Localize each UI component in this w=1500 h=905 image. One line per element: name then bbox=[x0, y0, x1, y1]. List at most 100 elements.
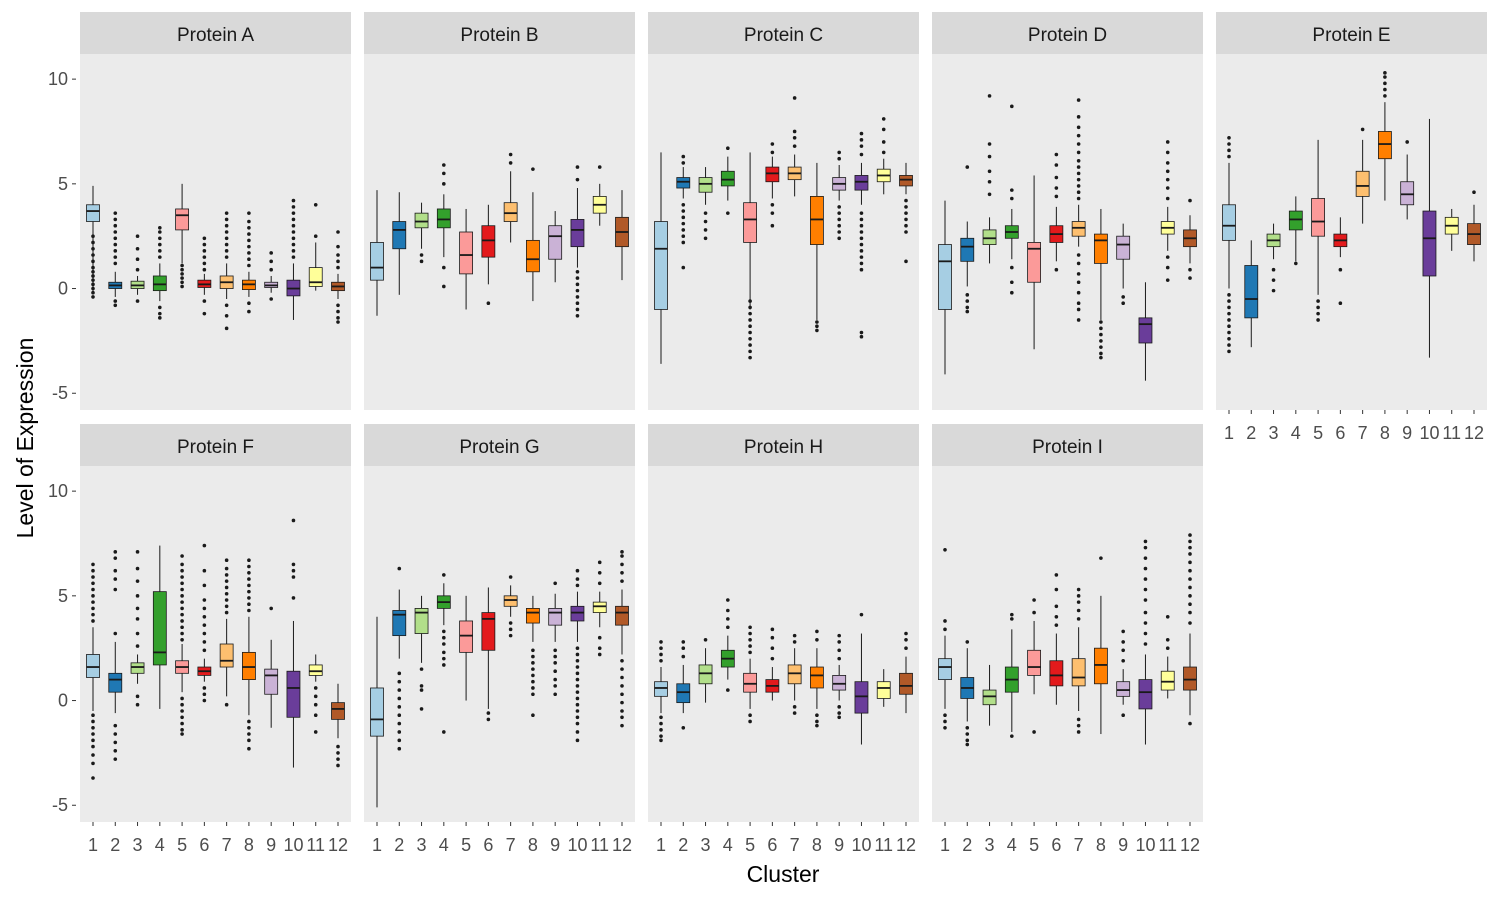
outlier-point bbox=[113, 550, 118, 554]
box-body bbox=[152, 275, 167, 292]
box-1 bbox=[938, 547, 952, 730]
outlier-point bbox=[180, 267, 184, 272]
outlier-point bbox=[620, 579, 624, 583]
outlier-point bbox=[1188, 610, 1192, 615]
outlier-point bbox=[1383, 75, 1387, 79]
box-body bbox=[548, 608, 563, 626]
box-body bbox=[548, 225, 563, 260]
box-body bbox=[175, 208, 189, 231]
box-body bbox=[1027, 649, 1041, 676]
outlier-point bbox=[575, 295, 580, 299]
box-8 bbox=[526, 595, 540, 717]
outlier-point bbox=[575, 276, 580, 280]
outlier-point bbox=[531, 673, 535, 678]
box-10 bbox=[1422, 118, 1437, 358]
outlier-point bbox=[1405, 140, 1409, 144]
outlier-point bbox=[1383, 71, 1387, 75]
outlier-point bbox=[247, 211, 251, 215]
outlier-point bbox=[837, 640, 841, 644]
outlier-point bbox=[1143, 598, 1148, 602]
facet-strip bbox=[648, 424, 919, 466]
outlier-point bbox=[135, 267, 140, 272]
box-body bbox=[392, 221, 407, 250]
box-12 bbox=[1183, 533, 1197, 726]
outlier-point bbox=[1099, 351, 1103, 356]
box-3 bbox=[982, 94, 997, 264]
box-10 bbox=[570, 165, 585, 318]
box-body bbox=[1094, 647, 1108, 685]
outlier-point bbox=[180, 612, 184, 617]
x-tick-label: 7 bbox=[222, 835, 232, 855]
outlier-point bbox=[224, 591, 229, 596]
box-body bbox=[1222, 204, 1236, 241]
box-body bbox=[414, 608, 429, 634]
outlier-point bbox=[597, 571, 602, 575]
outlier-point bbox=[575, 709, 580, 713]
box-9 bbox=[832, 150, 847, 241]
outlier-point bbox=[180, 732, 184, 736]
outlier-point bbox=[1076, 307, 1081, 312]
outlier-point bbox=[575, 282, 580, 287]
outlier-point bbox=[508, 627, 513, 632]
outlier-point bbox=[91, 600, 95, 604]
box-3 bbox=[414, 202, 429, 264]
outlier-point bbox=[1338, 301, 1343, 306]
box-body bbox=[1071, 658, 1086, 687]
x-tick-label: 2 bbox=[962, 835, 972, 855]
facet-panel: Protein A -5 0 5 10 bbox=[48, 12, 351, 410]
box-7 bbox=[219, 558, 234, 707]
outlier-point bbox=[91, 713, 95, 717]
outlier-point bbox=[965, 732, 970, 736]
outlier-point bbox=[859, 255, 864, 259]
outlier-point bbox=[224, 249, 229, 253]
box-4 bbox=[152, 226, 167, 320]
box-4 bbox=[720, 146, 735, 215]
outlier-point bbox=[135, 644, 140, 648]
outlier-point bbox=[837, 705, 841, 709]
outlier-point bbox=[1076, 730, 1081, 734]
outlier-point bbox=[247, 257, 251, 262]
outlier-point bbox=[770, 635, 775, 640]
outlier-point bbox=[859, 612, 864, 617]
facet-strip-title: Protein G bbox=[459, 437, 539, 458]
outlier-point bbox=[1227, 324, 1231, 329]
outlier-point bbox=[815, 723, 819, 728]
outlier-point bbox=[91, 290, 95, 295]
outlier-point bbox=[1076, 98, 1081, 102]
x-tick-label: 11 bbox=[874, 835, 893, 855]
box-9 bbox=[548, 581, 563, 697]
outlier-point bbox=[442, 284, 446, 289]
outlier-point bbox=[1165, 140, 1170, 144]
outlier-point bbox=[575, 288, 580, 293]
outlier-point bbox=[1188, 568, 1192, 573]
outlier-point bbox=[180, 284, 184, 289]
outlier-point bbox=[575, 165, 580, 169]
outlier-point bbox=[91, 282, 95, 287]
outlier-point bbox=[291, 562, 296, 567]
outlier-point bbox=[575, 646, 580, 650]
outlier-point bbox=[269, 606, 273, 611]
x-tick-label: 8 bbox=[528, 835, 538, 855]
box-11 bbox=[308, 654, 323, 734]
outlier-point bbox=[965, 293, 970, 297]
outlier-point bbox=[859, 249, 864, 253]
outlier-point bbox=[336, 253, 340, 257]
outlier-point bbox=[987, 179, 992, 184]
outlier-point bbox=[1188, 621, 1192, 625]
y-tick-label: 10 bbox=[48, 481, 68, 501]
panel-background bbox=[932, 54, 1203, 410]
outlier-point bbox=[113, 299, 118, 303]
outlier-point bbox=[202, 249, 207, 253]
outlier-point bbox=[1143, 556, 1148, 560]
outlier-point bbox=[943, 619, 947, 623]
outlier-point bbox=[1188, 602, 1192, 607]
outlier-point bbox=[180, 554, 184, 558]
x-tick-label: 10 bbox=[283, 835, 303, 855]
outlier-point bbox=[943, 713, 947, 717]
box-body bbox=[1094, 233, 1108, 264]
x-tick-label: 8 bbox=[1380, 423, 1390, 443]
outlier-point bbox=[681, 154, 686, 159]
box-6 bbox=[765, 142, 780, 228]
outlier-point bbox=[1188, 545, 1192, 550]
outlier-point bbox=[397, 688, 402, 692]
